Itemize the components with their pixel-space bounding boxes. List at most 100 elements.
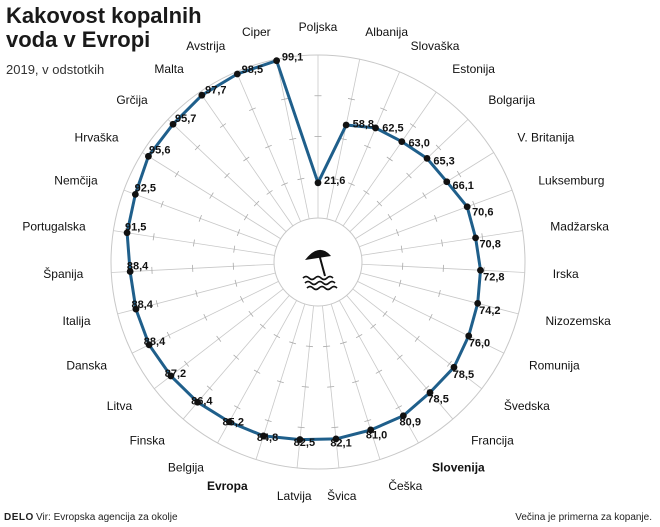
data-label: 98,5 [242,64,263,76]
spoke-tick [160,200,164,208]
data-label: 82,5 [294,437,315,449]
data-point [198,91,206,99]
spoke-tick [364,144,371,149]
spoke-tick [481,233,484,241]
spoke-tick [447,360,452,367]
spoke-tick [195,289,198,297]
category-label: Švedska [504,398,550,413]
data-point [426,389,434,396]
category-label: Francija [471,433,514,447]
data-point [169,120,177,128]
data-point [465,332,473,340]
data-point [463,203,471,211]
category-label: Evropa [207,479,248,493]
spoke-tick [347,98,355,101]
data-label: 88,4 [127,261,149,273]
data-label: 82,1 [330,438,351,450]
data-point [126,268,134,275]
category-label: Slovaška [411,39,460,53]
data-point [477,266,484,274]
spoke-tick [224,172,230,179]
footer-note: Večina je primerna za kopanje. [515,512,652,523]
data-point [296,436,304,443]
category-label: V. Britanija [517,131,574,145]
spoke-tick [248,310,254,317]
spoke-tick [380,107,387,111]
spoke-tick [233,245,236,253]
inner-ring [273,217,363,307]
publisher-logo: DELO [4,512,34,523]
spoke-tick [253,200,260,207]
spoke-tick [281,182,288,186]
spoke-tick [422,192,427,199]
spoke-tick [233,354,240,360]
spoke-tick [234,405,241,410]
data-label: 72,8 [483,271,504,283]
spoke-tick [240,296,244,303]
page-title: Kakovost kopalnih voda v Evropi [6,3,202,52]
spoke-tick [406,172,412,179]
category-label: Poljska [299,20,338,34]
data-point [332,435,340,443]
spoke-tick [174,170,180,178]
category-label: Avstrija [186,39,225,53]
category-label: Slovenija [432,460,485,474]
data-point [273,57,281,65]
category-label: Finska [130,433,166,447]
spoke-tick [234,279,238,287]
data-label: 92,5 [135,183,156,195]
category-label: Romunija [529,358,580,372]
spoke-tick [472,200,476,208]
spoke-tick [323,345,331,348]
category-label: Albanija [365,25,408,39]
spoke-tick [206,385,213,391]
category-label: Nemčija [54,173,98,187]
category-label: Nizozemska [545,314,611,328]
spoke-tick [297,426,305,429]
data-label: 85,2 [223,417,244,429]
data-point [132,305,140,313]
data-label: 80,9 [400,416,421,428]
wave-line [302,275,334,281]
spoke-tick [273,334,281,339]
data-point [342,121,350,129]
spoke-tick [409,123,417,128]
umbrella-pole [318,253,326,277]
data-point [123,229,131,237]
data-label: 62,5 [382,123,403,135]
data-label: 78,5 [453,369,474,381]
data-label: 91,5 [125,221,146,233]
category-label: Bolgarija [488,93,535,107]
spoke-tick [266,190,273,195]
spoke-tick [376,200,383,207]
data-label: 95,6 [149,145,170,157]
spoke-tick [243,213,249,221]
category-label: Irska [553,267,579,281]
spoke-tick [428,313,433,321]
data-label: 86,4 [191,396,213,408]
spoke-tick [184,360,189,367]
chart-grid [110,54,526,470]
spoke-tick [370,323,377,329]
spoke-tick [236,229,241,236]
spoke-tick [305,345,313,348]
series-line [125,59,482,442]
data-label: 84,8 [257,432,278,444]
data-label: 63,0 [408,138,429,150]
spoke-tick [216,335,222,342]
spoke-tick [438,289,441,297]
data-label: 87,2 [165,368,186,380]
category-label: Latvija [277,489,312,503]
wave-line [304,280,336,286]
umbrella-canopy [305,249,331,260]
spoke-tick [423,385,430,391]
spoke-tick [386,156,393,162]
data-label: 95,7 [175,113,196,125]
spoke-tick [166,331,171,339]
spoke-tick [339,341,347,345]
data-label: 70,8 [479,238,500,250]
data-point [450,363,458,371]
data-label: 58,8 [353,118,374,130]
data-label: 76,0 [469,338,490,350]
spoke-tick [203,313,208,321]
